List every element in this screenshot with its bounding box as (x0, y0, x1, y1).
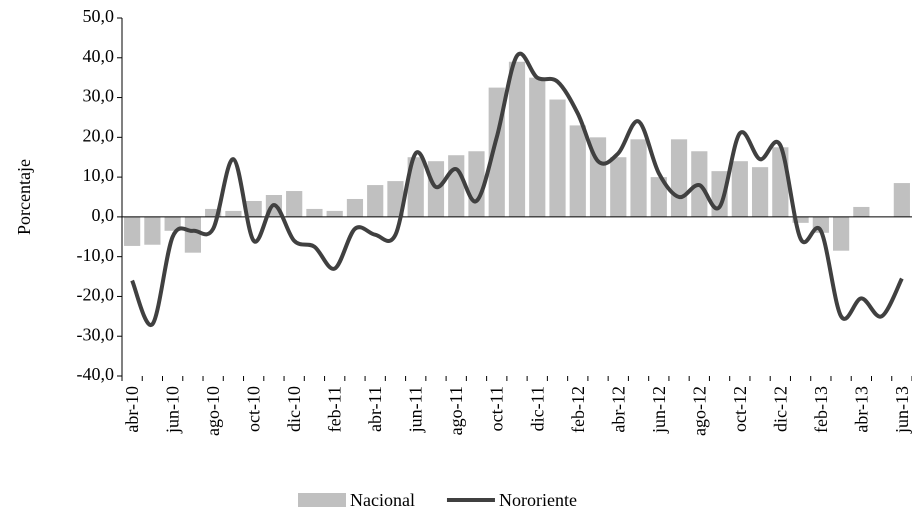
bar (286, 191, 303, 217)
x-tick-label: abr-11 (365, 386, 385, 432)
x-tick-label: jun-11 (406, 386, 426, 433)
x-tick-label: jun-10 (163, 386, 183, 434)
x-tick-label: oct-12 (730, 386, 750, 432)
bar (670, 139, 688, 217)
y-tick-label: 30,0 (83, 86, 115, 106)
bar (124, 216, 141, 246)
y-axis-label: Porcentaje (14, 159, 34, 235)
bar (650, 177, 667, 217)
x-tick-label: dic-11 (527, 386, 547, 431)
x-tick-label: abr-10 (122, 386, 142, 433)
bar (529, 77, 546, 217)
y-tick-label: 10,0 (83, 165, 115, 185)
x-tick-label: jun-12 (649, 386, 669, 434)
bar (893, 183, 910, 217)
x-tick-label: jun-13 (892, 386, 912, 434)
bar (144, 216, 161, 245)
x-tick-label: abr-13 (851, 386, 871, 433)
bar (346, 198, 364, 217)
bar (448, 155, 465, 217)
bar (569, 125, 586, 217)
y-tick-label: -30,0 (77, 324, 115, 344)
x-tick-label: ago-11 (446, 386, 466, 435)
x-tick-label: ago-10 (203, 386, 223, 436)
legend-label: Nacional (350, 490, 415, 510)
x-tick-label: oct-10 (244, 386, 264, 432)
y-tick-label: 50,0 (83, 6, 115, 26)
x-tick-label: ago-12 (689, 386, 709, 436)
y-tick-label: 40,0 (83, 46, 115, 66)
x-tick-label: feb-12 (568, 386, 588, 433)
line (130, 51, 904, 327)
bar (184, 216, 201, 253)
bar (792, 216, 809, 223)
bar (711, 171, 728, 217)
legend-swatch (298, 493, 346, 507)
legend-label: Nororiente (499, 490, 577, 510)
x-tick-label: feb-13 (811, 386, 831, 433)
bar (508, 61, 526, 217)
bar (731, 161, 748, 217)
bar (326, 210, 343, 217)
x-tick-label: dic-12 (770, 386, 790, 432)
y-tick-label: 20,0 (83, 125, 115, 145)
bar (833, 216, 850, 251)
bar (549, 99, 566, 217)
x-tick-label: abr-12 (608, 386, 628, 433)
x-tick-label: dic-10 (284, 386, 304, 432)
bar (853, 206, 870, 217)
x-tick-label: oct-11 (487, 386, 507, 431)
bar (610, 157, 627, 217)
y-tick-label: -40,0 (77, 364, 115, 384)
bar (367, 185, 384, 217)
bar (245, 200, 262, 217)
y-tick-label: 0,0 (92, 205, 115, 225)
bar (225, 210, 242, 217)
bar (164, 216, 181, 231)
bar (306, 208, 323, 217)
bar (630, 139, 647, 217)
x-tick-label: feb-11 (325, 386, 345, 432)
bar (205, 208, 222, 217)
bar (387, 181, 404, 217)
y-tick-label: -20,0 (77, 285, 115, 305)
bar (751, 167, 769, 217)
y-tick-label: -10,0 (77, 245, 115, 265)
